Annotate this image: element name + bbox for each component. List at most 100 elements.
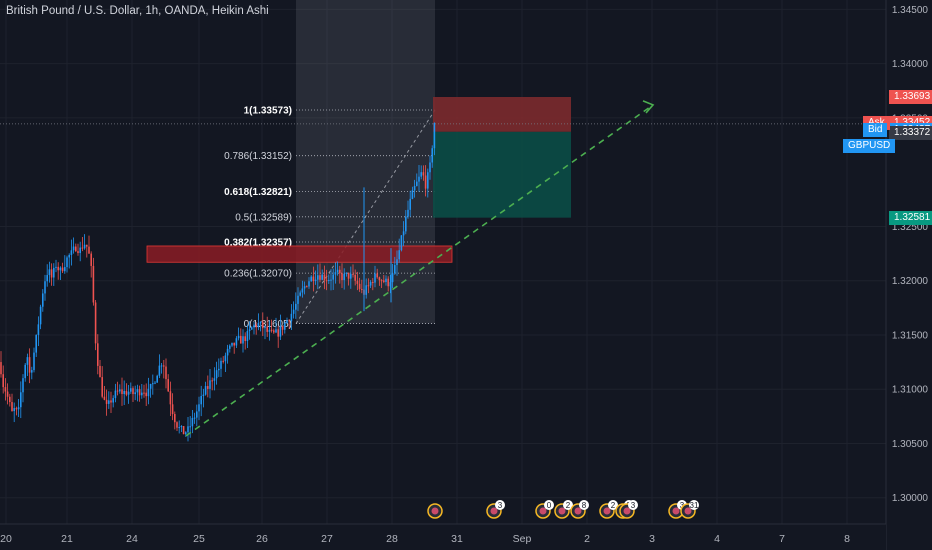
event-marker[interactable]: 2 (554, 500, 573, 519)
price-axis[interactable]: 1.345001.340001.335001.325001.320001.315… (885, 0, 932, 550)
event-flag-dot (672, 507, 680, 515)
candle-body (235, 338, 238, 346)
event-marker[interactable]: 3 (486, 500, 505, 519)
candle (429, 155, 431, 180)
candle-body (72, 246, 75, 251)
candle (209, 368, 211, 399)
event-marker[interactable]: 2 (599, 500, 618, 519)
candle (314, 270, 317, 285)
candle (48, 261, 51, 283)
candle (119, 384, 121, 394)
candle (189, 416, 191, 438)
candle (86, 244, 88, 258)
candle-body (350, 274, 352, 279)
candle (391, 264, 394, 289)
candle-body (101, 377, 103, 397)
event-count-badge (579, 500, 589, 510)
candle-body (295, 303, 297, 310)
zones-layer (146, 96, 571, 263)
candle (211, 377, 213, 391)
candle (198, 396, 200, 421)
candle (273, 328, 275, 334)
candle (240, 328, 242, 344)
candle-body (165, 366, 167, 380)
candle-body (204, 386, 207, 395)
event-marker[interactable] (427, 503, 443, 519)
event-flag-dot (431, 507, 439, 515)
time-tick-label: 26 (256, 533, 268, 545)
candle-body (374, 273, 376, 283)
candle-body (420, 172, 422, 177)
candle (68, 253, 70, 269)
event-marker[interactable]: 31 (680, 500, 699, 519)
candle-body (218, 368, 220, 371)
event-count-label: 31 (690, 501, 699, 510)
candle-body (83, 244, 86, 249)
candle (262, 312, 264, 337)
candle-body (196, 411, 198, 418)
candle (200, 385, 202, 417)
event-flag-dot (558, 507, 566, 515)
candle (42, 289, 44, 312)
candle (158, 354, 161, 379)
candle-body (416, 181, 418, 186)
candle-body (431, 148, 433, 163)
candle (4, 378, 7, 401)
candle-body (336, 269, 339, 273)
candle-body (0, 362, 2, 375)
candle (433, 122, 436, 156)
candle (297, 287, 299, 312)
candle (345, 272, 348, 277)
candle-body (213, 378, 216, 381)
candle (356, 271, 359, 291)
candle (160, 363, 163, 374)
event-marker[interactable]: 3 (619, 500, 638, 519)
candle-body (224, 355, 227, 362)
event-marker[interactable]: 8 (570, 500, 589, 519)
time-tick-label: 8 (844, 533, 850, 545)
fib-retracement[interactable]: 1(1.33573) 0.786(1.33152) 0.618(1.32821) 0.… (224, 0, 436, 330)
candle (292, 301, 295, 319)
candle (24, 362, 26, 382)
candle-body (277, 329, 279, 337)
candle (127, 385, 130, 404)
candle-body (266, 326, 268, 332)
candle (196, 404, 198, 427)
candle-body (343, 273, 345, 281)
candle (383, 274, 385, 284)
candle-body (187, 426, 189, 433)
candle (108, 391, 110, 409)
event-marker[interactable]: 0 (535, 500, 554, 519)
candle-body (376, 273, 378, 278)
candle (376, 268, 378, 279)
candle (347, 272, 350, 286)
candle (72, 237, 75, 254)
candle (191, 410, 194, 434)
candle-body (180, 426, 183, 428)
candle (354, 269, 356, 286)
candle-body (290, 313, 293, 322)
candle (387, 276, 389, 292)
candle-body (389, 282, 392, 287)
candle (237, 327, 240, 341)
candle (222, 356, 224, 364)
candle (28, 348, 31, 384)
candle (176, 421, 178, 431)
time-axis[interactable]: 20 21 24 25 26 27 28 31 Sep 2 3 4 7 8 (0, 523, 886, 550)
event-count-label: 3 (680, 501, 685, 510)
candle-body (400, 235, 403, 251)
economic-events[interactable]: 3028253331 (427, 500, 699, 519)
candle (248, 321, 251, 340)
candle (396, 250, 398, 276)
candle-body (68, 254, 70, 258)
candle-body (31, 370, 33, 373)
candle-body (207, 386, 209, 389)
candle (242, 329, 244, 353)
candle-body (6, 391, 9, 397)
candle (358, 277, 361, 292)
candle-body (125, 390, 128, 395)
take-profit-zone (433, 131, 571, 218)
event-count-badge (544, 500, 554, 510)
candle (407, 200, 409, 219)
